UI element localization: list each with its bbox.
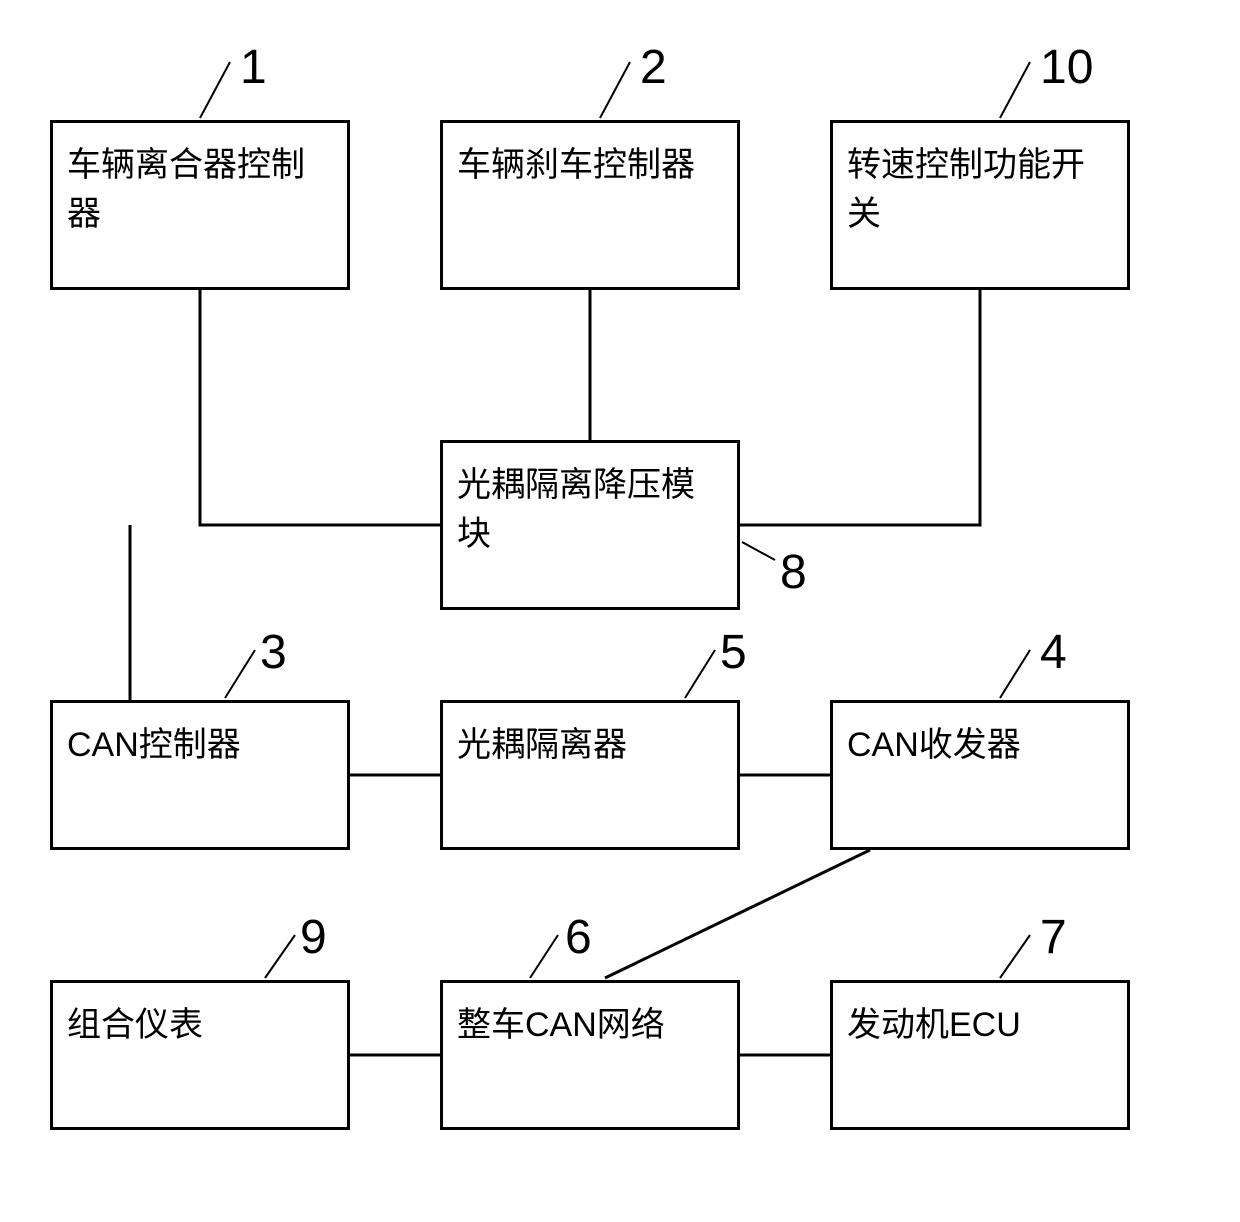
node-label: 组合仪表 — [67, 1001, 203, 1050]
node-brake-controller: 车辆刹车控制器 — [440, 120, 740, 290]
node-number: 4 — [1040, 625, 1067, 680]
node-label: 光耦隔离器 — [457, 721, 627, 770]
node-speed-control-switch: 转速控制功能开关 — [830, 120, 1130, 290]
node-number: 5 — [720, 625, 747, 680]
node-label: 车辆离合器控制器 — [67, 141, 333, 240]
node-label: 车辆刹车控制器 — [457, 141, 695, 190]
node-number: 1 — [240, 40, 267, 95]
node-vehicle-can-network: 整车CAN网络 — [440, 980, 740, 1130]
node-number: 7 — [1040, 910, 1067, 965]
node-can-controller: CAN控制器 — [50, 700, 350, 850]
node-instrument-cluster: 组合仪表 — [50, 980, 350, 1130]
node-number: 3 — [260, 625, 287, 680]
node-label: CAN控制器 — [67, 721, 241, 770]
node-number: 8 — [780, 545, 807, 600]
node-label: 转速控制功能开关 — [847, 141, 1113, 240]
node-label: 光耦隔离降压模块 — [457, 461, 723, 560]
node-clutch-controller: 车辆离合器控制器 — [50, 120, 350, 290]
node-label: CAN收发器 — [847, 721, 1021, 770]
node-can-transceiver: CAN收发器 — [830, 700, 1130, 850]
node-engine-ecu: 发动机ECU — [830, 980, 1130, 1130]
node-optocoupler-buck-module: 光耦隔离降压模块 — [440, 440, 740, 610]
node-number: 2 — [640, 40, 667, 95]
node-number: 6 — [565, 910, 592, 965]
node-number: 9 — [300, 910, 327, 965]
node-label: 整车CAN网络 — [457, 1001, 665, 1050]
node-label: 发动机ECU — [847, 1001, 1021, 1050]
diagram-container: 车辆离合器控制器 1 车辆刹车控制器 2 转速控制功能开关 10 光耦隔离降压模… — [0, 0, 1240, 1222]
node-number: 10 — [1040, 40, 1093, 95]
node-optocoupler-isolator: 光耦隔离器 — [440, 700, 740, 850]
